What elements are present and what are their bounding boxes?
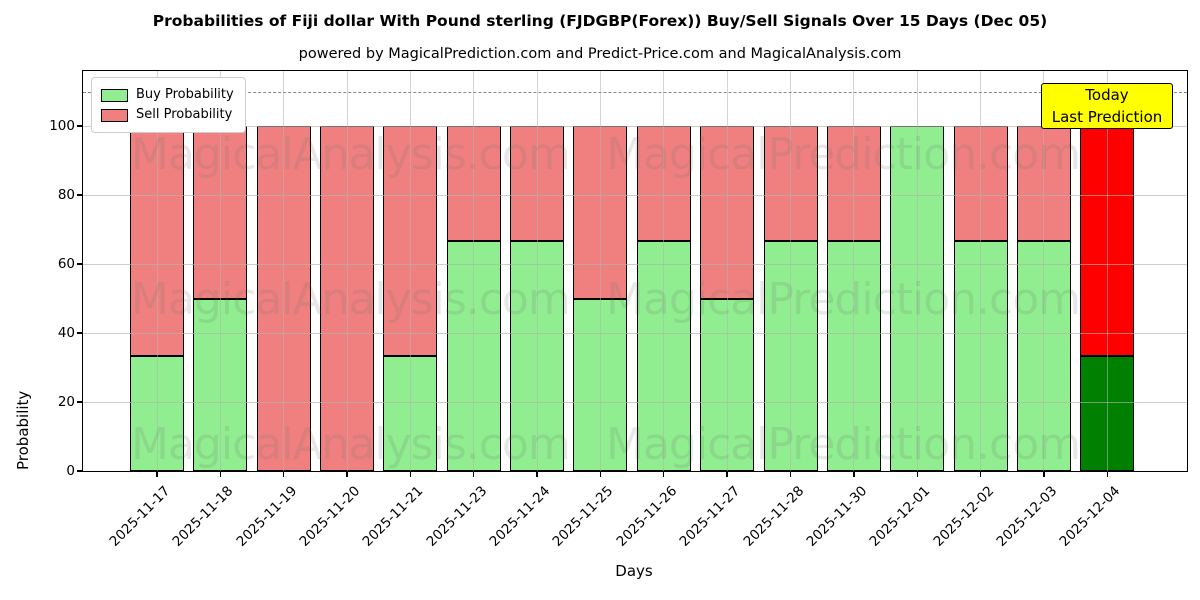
x-tick-mark: [1043, 471, 1045, 477]
v-gridline: [916, 71, 918, 471]
y-tick-label-100: 100: [49, 118, 75, 134]
y-tick-mark: [77, 401, 83, 403]
x-tick-mark: [916, 471, 918, 477]
today-annotation: Today Last Prediction: [1041, 83, 1173, 129]
y-tick-label-60: 60: [57, 256, 75, 272]
annotation-line2: Last Prediction: [1051, 108, 1163, 126]
x-tick-mark: [789, 471, 792, 477]
x-tick-mark: [409, 471, 412, 477]
annotation-line1: Today: [1085, 86, 1129, 104]
v-gridline: [283, 71, 285, 471]
v-gridline: [156, 71, 158, 471]
tick-layer: 0 20 40 60 80 100 2025-11-17 2025-11-18 2025-11-…: [49, 71, 1187, 550]
h-gridline-40: [83, 333, 1187, 334]
v-gridline: [409, 71, 411, 471]
sell-swatch-icon: [101, 108, 128, 122]
y-tick-label-40: 40: [57, 325, 75, 341]
v-gridline: [473, 71, 475, 471]
x-tick-mark: [1106, 471, 1108, 477]
legend-item-sell: Sell Probability: [101, 105, 234, 125]
x-tick-mark: [473, 471, 475, 477]
x-tick-mark: [536, 471, 538, 477]
y-tick-mark: [77, 263, 83, 265]
legend-label-buy: Buy Probability: [136, 87, 234, 102]
y-tick-mark: [77, 470, 83, 472]
legend: Buy Probability Sell Probability: [91, 77, 246, 133]
x-tick-mark: [979, 471, 982, 477]
v-gridline: [663, 71, 665, 471]
v-gridline: [726, 71, 728, 471]
threshold-dashed-line: [83, 91, 1187, 93]
y-tick-mark: [77, 125, 83, 127]
grid-layer: [83, 71, 1187, 471]
y-tick-label-80: 80: [57, 187, 75, 203]
h-gridline-60: [83, 264, 1187, 265]
x-tick-mark: [156, 471, 158, 477]
plot-area: MagicalAnalysis.comMagicalPrediction.com…: [49, 70, 1188, 550]
x-tick-mark: [599, 471, 602, 477]
v-gridline: [599, 71, 601, 471]
v-gridline: [853, 71, 855, 471]
v-gridline: [1043, 71, 1045, 471]
x-tick-mark: [219, 471, 222, 477]
h-gridline-80: [83, 195, 1187, 196]
x-tick-mark: [346, 471, 348, 477]
h-gridline-100: [83, 126, 1187, 127]
v-gridline: [346, 71, 348, 471]
y-tick-label-20: 20: [57, 394, 75, 410]
y-tick-mark: [77, 332, 83, 334]
x-tick-label-2025-11-17: 2025-11-17: [106, 483, 174, 550]
x-tick-mark: [853, 471, 855, 477]
chart-title: Probabilities of Fiji dollar With Pound …: [152, 12, 1048, 30]
v-gridline: [790, 71, 791, 471]
v-gridline: [536, 71, 538, 471]
y-tick-mark: [77, 194, 83, 196]
v-gridline: [980, 71, 982, 471]
h-gridline-20: [83, 402, 1187, 403]
legend-item-buy: Buy Probability: [101, 85, 234, 105]
x-tick-mark: [283, 471, 285, 477]
v-gridline: [219, 71, 221, 471]
x-tick-mark: [726, 471, 728, 477]
chart-subtitle: powered by MagicalPrediction.com and Pre…: [298, 46, 902, 62]
legend-label-sell: Sell Probability: [136, 107, 233, 122]
buy-swatch-icon: [101, 88, 128, 102]
x-tick-mark: [663, 471, 665, 477]
v-gridline: [1106, 71, 1108, 471]
y-tick-label-0: 0: [66, 463, 75, 479]
x-axis-label: Days: [615, 562, 653, 580]
